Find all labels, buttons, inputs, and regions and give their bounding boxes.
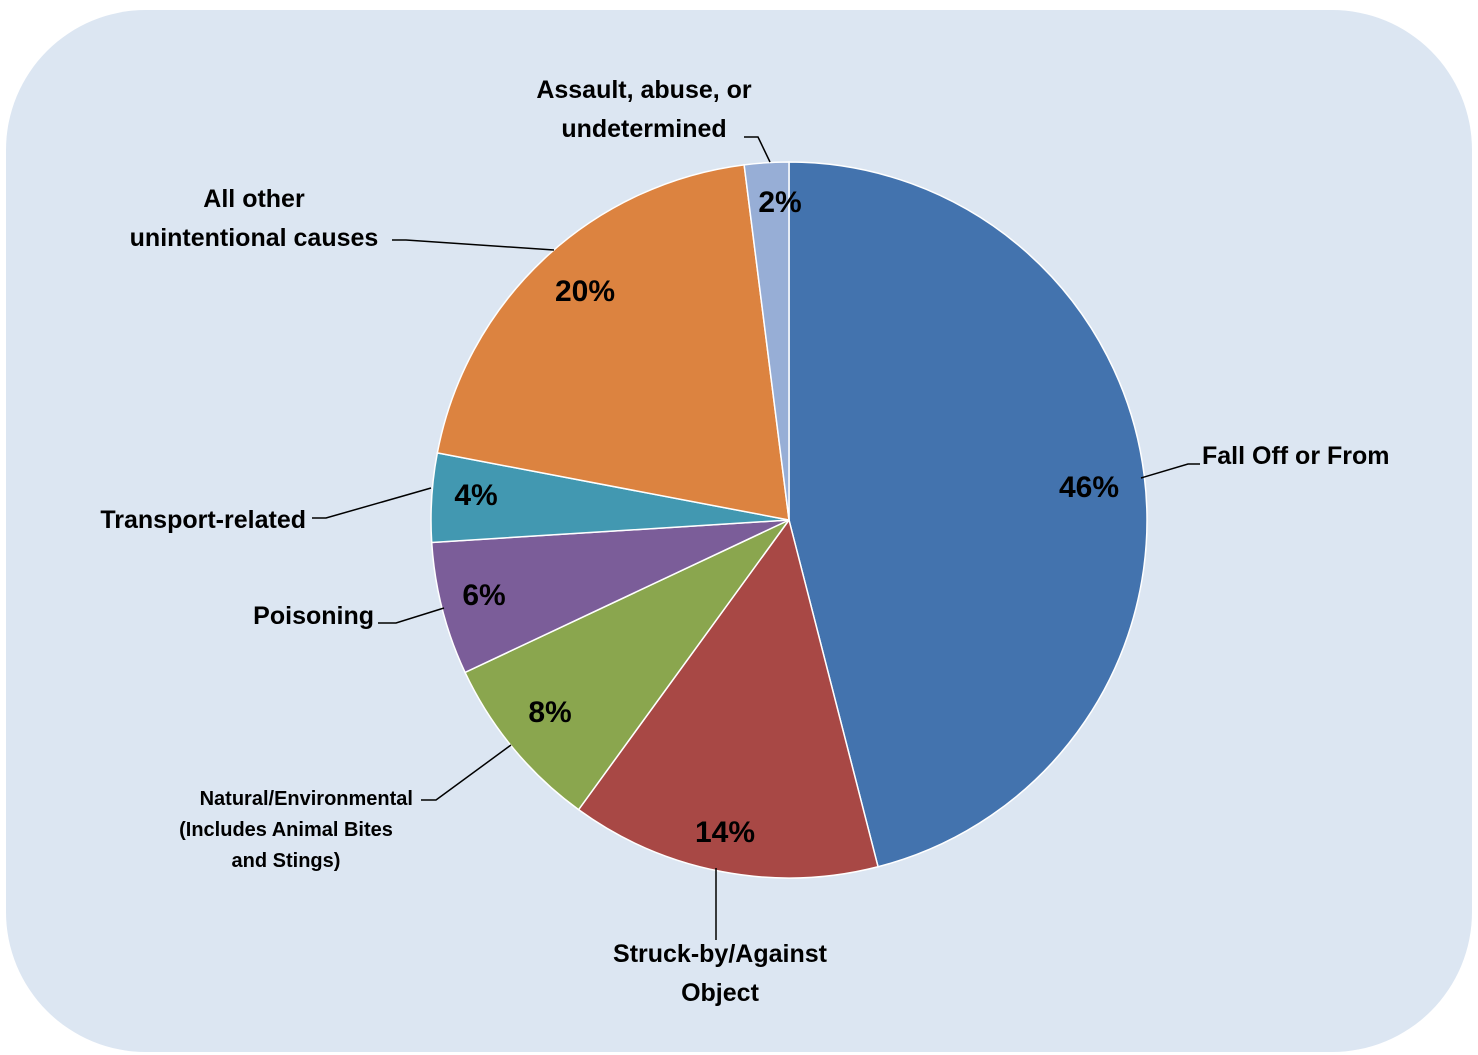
category-label-fall: Fall Off or From	[1202, 442, 1390, 470]
pie-slice-2	[464, 519, 790, 811]
pct-label-struck: 14%	[695, 816, 755, 849]
pct-label-poisoning: 6%	[462, 579, 505, 612]
pie-slice-6	[743, 161, 790, 521]
category-label-natural-line2: (Includes Animal Bites	[179, 819, 393, 841]
pie-slice-1	[577, 518, 879, 879]
category-label-natural-line3: and Stings)	[232, 850, 341, 872]
pct-label-assault: 2%	[758, 186, 801, 219]
category-label-other-line2: unintentional causes	[130, 224, 379, 252]
pct-label-fall: 46%	[1059, 471, 1119, 504]
category-label-other-line1: All other	[203, 185, 305, 213]
pie-slices	[430, 161, 1148, 879]
pie-chart: 46% 14% 8% 6% 4% 20% 2% Fall Off or From…	[6, 10, 1472, 1052]
leader-line-poisoning	[378, 607, 445, 624]
leader-lines	[312, 136, 1200, 940]
category-label-assault-line2: undetermined	[561, 115, 726, 143]
category-label-natural-line1: Natural/Environmental	[200, 788, 413, 810]
category-label-poisoning: Poisoning	[253, 602, 374, 630]
chart-frame: 46% 14% 8% 6% 4% 20% 2% Fall Off or From…	[6, 10, 1472, 1052]
leader-line-transport	[312, 487, 432, 519]
pie-slice-5	[436, 163, 790, 521]
pie-slice-0	[788, 161, 1148, 868]
category-label-transport: Transport-related	[100, 506, 306, 534]
pct-label-transport: 4%	[454, 479, 497, 512]
category-label-struck-line1: Struck-by/Against	[613, 940, 828, 968]
category-label-struck-line2: Object	[681, 979, 759, 1007]
leader-line-assault	[744, 136, 771, 163]
category-label-assault-line1: Assault, abuse, or	[536, 76, 752, 104]
leader-line-natural	[421, 744, 512, 801]
pct-label-natural: 8%	[528, 696, 571, 729]
leader-line-other	[392, 239, 555, 251]
pct-label-other: 20%	[555, 275, 615, 308]
leader-line-fall	[1140, 463, 1200, 479]
